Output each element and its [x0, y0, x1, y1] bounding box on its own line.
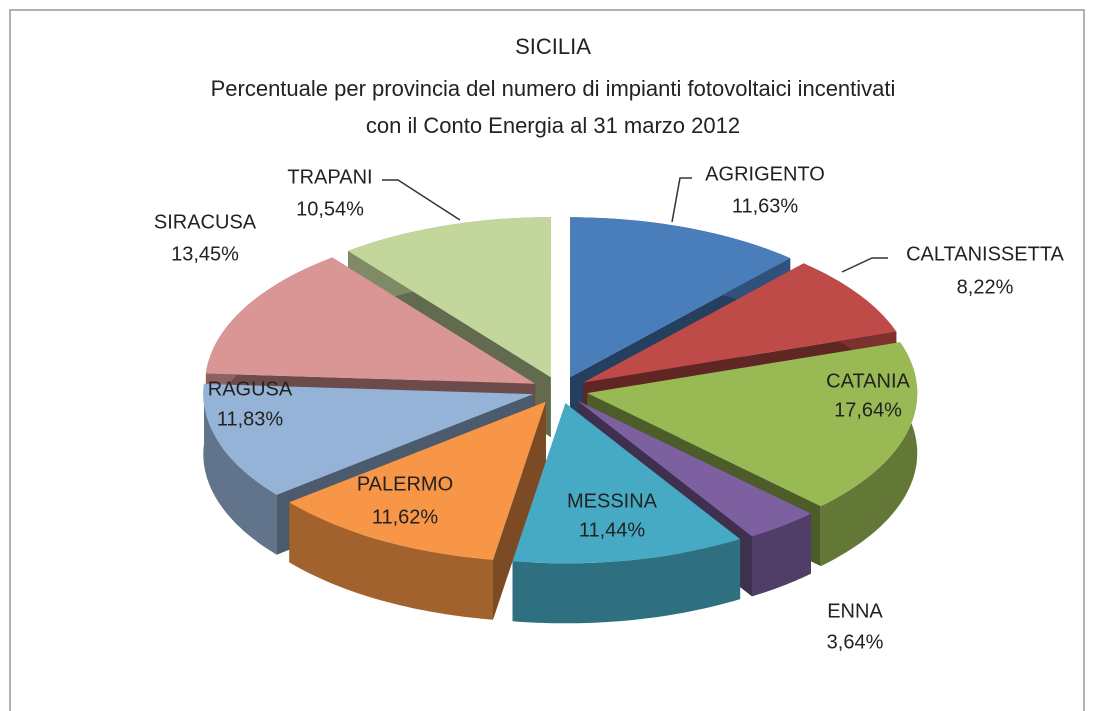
slice-label: CATANIA: [826, 370, 910, 392]
slice-wall: [820, 342, 918, 567]
leader-line: [382, 179, 461, 221]
chart-title: SICILIA: [515, 34, 591, 59]
labels: AGRIGENTO 11,63% CALTANISSETTA 8,22% CATANIA…: [154, 163, 1065, 653]
slice-value-label: 17,64%: [834, 399, 902, 421]
slice-value-label: 11,62%: [372, 506, 439, 528]
slice: [570, 217, 791, 378]
slice-label: ENNA: [827, 600, 883, 622]
pie: [203, 217, 918, 624]
slice-value-label: 11,63%: [732, 195, 799, 217]
chart-subtitle: con il Conto Energia al 31 marzo 2012: [366, 113, 740, 138]
slice: [203, 383, 534, 495]
slice-wall: [203, 383, 277, 555]
slice-label: RAGUSA: [208, 378, 293, 400]
slice-label: CALTANISSETTA: [906, 243, 1064, 265]
slice-label: PALERMO: [357, 473, 453, 495]
slice-value-label: 10,54%: [296, 198, 364, 220]
slice: [583, 263, 897, 383]
leader-line: [841, 257, 888, 273]
slice-value-label: 11,83%: [217, 408, 284, 430]
slice: [577, 400, 811, 537]
slice-value-label: 3,64%: [827, 631, 884, 653]
slice: [205, 257, 536, 384]
slice-value-label: 8,22%: [957, 276, 1014, 298]
slice: [289, 401, 546, 560]
leader-line: [671, 177, 692, 223]
slice-label: SIRACUSA: [154, 211, 257, 233]
slice: [512, 403, 741, 564]
slice-label: AGRIGENTO: [705, 163, 825, 185]
slice: [587, 342, 918, 507]
slice: [348, 217, 551, 378]
slice-wall: [752, 513, 811, 597]
slice-label: TRAPANI: [287, 166, 372, 188]
slice-value-label: 13,45%: [171, 243, 239, 265]
slice-value-label: 11,44%: [579, 519, 646, 541]
chart-subtitle: Percentuale per provincia del numero di …: [211, 76, 896, 101]
slice-label: MESSINA: [567, 490, 658, 512]
slice-wall: [289, 502, 493, 620]
slice-wall: [512, 539, 741, 624]
